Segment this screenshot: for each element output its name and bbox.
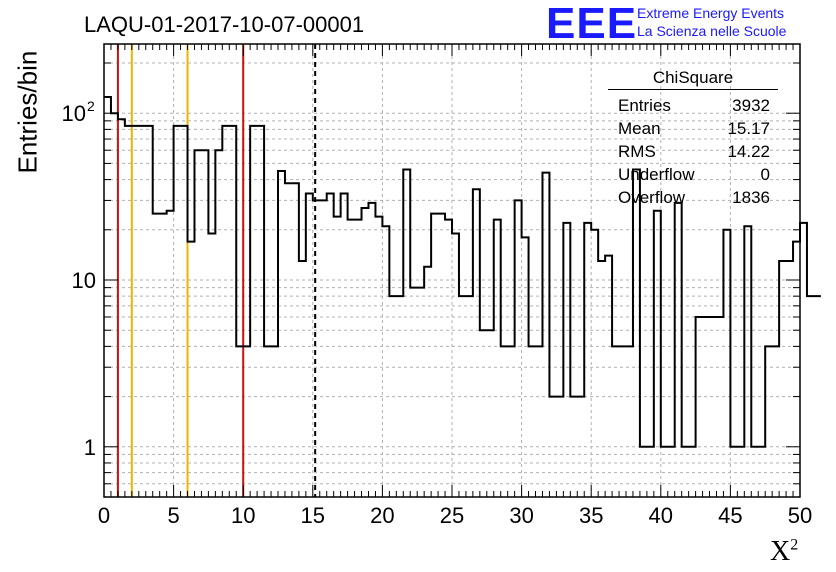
stats-row: Entries 3932: [608, 94, 778, 117]
x-tick-label: 5: [167, 503, 179, 528]
x-tick-label: 40: [649, 503, 673, 528]
stats-value: 1836: [732, 188, 770, 207]
stats-row: RMS 14.22: [608, 140, 778, 163]
logo-line-2: La Scienza nelle Scuole: [637, 23, 787, 39]
histogram-steps: [104, 96, 821, 448]
marker-lines: [116, 44, 317, 497]
x-tick-label: 10: [231, 503, 255, 528]
stats-value: 14.22: [727, 142, 770, 161]
y-tick-label: 10: [72, 268, 96, 293]
stats-value: 3932: [732, 96, 770, 115]
x-axis-label-base: X: [770, 536, 791, 567]
y-tick-label: 10: [62, 101, 86, 126]
stats-label: Overflow: [618, 188, 686, 207]
grid-lines: [104, 44, 800, 497]
stats-box: ChiSquare Entries 3932 Mean 15.17 RMS 14.22…: [608, 68, 778, 209]
x-tick-label: 45: [718, 503, 742, 528]
stats-box-title: ChiSquare: [608, 68, 778, 90]
x-tick-label: 20: [370, 503, 394, 528]
stats-label: RMS: [618, 142, 656, 161]
x-axis-label: X2: [770, 536, 798, 568]
stats-value: 15.17: [727, 119, 770, 138]
y-tick-label: 1: [84, 435, 96, 460]
eee-logo-text: Extreme Energy Events La Scienza nelle S…: [637, 4, 786, 40]
x-tick-label: 30: [509, 503, 533, 528]
chart-title: LAQU-01-2017-10-07-00001: [84, 12, 365, 37]
stats-label: Underflow: [618, 165, 695, 184]
x-tick-label: 35: [579, 503, 603, 528]
x-tick-label: 50: [788, 503, 812, 528]
x-tick-label: 0: [98, 503, 110, 528]
stats-row: Overflow 1836: [608, 186, 778, 209]
x-tick-label: 15: [301, 503, 325, 528]
stats-value: 0: [760, 165, 770, 184]
stats-label: Entries: [618, 96, 671, 115]
x-axis-label-exponent: 2: [790, 536, 799, 554]
y-tick-exponent: 2: [87, 98, 95, 114]
y-axis-label: Entries/bin: [12, 50, 43, 174]
logo-line-1: Extreme Energy Events: [637, 5, 785, 21]
x-tick-label: 25: [440, 503, 464, 528]
stats-row: Mean 15.17: [608, 117, 778, 140]
stats-row: Underflow 0: [608, 163, 778, 186]
stats-label: Mean: [618, 119, 661, 138]
eee-logo: EEE: [546, 0, 638, 48]
